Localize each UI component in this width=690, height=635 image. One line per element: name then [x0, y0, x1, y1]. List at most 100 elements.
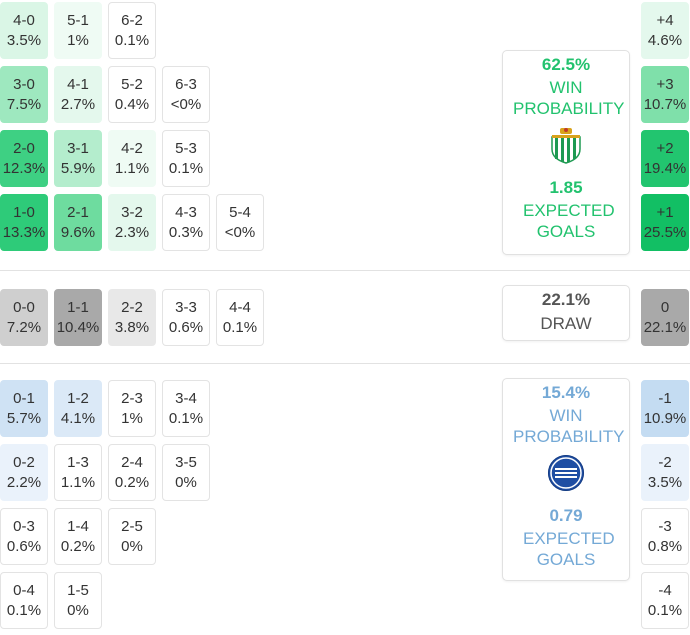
scoreline-cell: 4-3 0.3% [162, 194, 210, 251]
scoreline-label: 4-3 [175, 204, 197, 221]
scoreline-label: 1-4 [67, 518, 89, 535]
scoreline-label: 3-3 [175, 299, 197, 316]
scoreline-cell: 1-1 10.4% [54, 289, 102, 346]
scoreline-label: 2-1 [67, 204, 89, 221]
home-team-crest-icon [503, 125, 629, 170]
scoreline-cell: 5-1 1% [54, 2, 102, 59]
scoreline-probability: 4.1% [60, 410, 96, 427]
scoreline-probability: 1% [67, 32, 89, 49]
scoreline-cell: 3-0 7.5% [0, 66, 48, 123]
scoreline-label: 5-4 [229, 204, 251, 221]
margin-label: -3 [658, 518, 672, 535]
scoreline-label: 0-0 [13, 299, 35, 316]
home-win-card: 62.5% WIN PROBABILITY 1.85 EXPECTED GOAL… [502, 50, 630, 255]
scoreline-cell: 2-3 1% [108, 380, 156, 437]
scoreline-probability: 12.3% [2, 160, 46, 177]
scoreline-label: 3-4 [175, 390, 197, 407]
scoreline-probability: 2.3% [114, 224, 150, 241]
margin-cell: +1 25.5% [641, 194, 689, 251]
scoreline-label: 2-5 [121, 518, 143, 535]
scoreline-cell: 1-4 0.2% [54, 508, 102, 565]
scoreline-label: 4-1 [67, 76, 89, 93]
margin-cell: -3 0.8% [641, 508, 689, 565]
scoreline-probability: 2.2% [6, 474, 42, 491]
margin-probability: 0.8% [647, 538, 683, 555]
scoreline-label: 4-0 [13, 12, 35, 29]
scoreline-probability: 0.6% [6, 538, 42, 555]
scoreline-cell: 5-4 <0% [216, 194, 264, 251]
margin-cell: +4 4.6% [641, 2, 689, 59]
scoreline-cell: 2-0 12.3% [0, 130, 48, 187]
scoreline-probability: 5.9% [60, 160, 96, 177]
margin-probability: 25.5% [643, 224, 687, 241]
scoreline-cell: 1-3 1.1% [54, 444, 102, 501]
scoreline-label: 4-4 [229, 299, 251, 316]
scoreline-probability: 2.7% [60, 96, 96, 113]
home-expected-goals: 1.85 [549, 178, 583, 197]
scoreline-probability: 0.2% [114, 474, 150, 491]
draw-margin-cell: 0 22.1% [641, 289, 689, 346]
scoreline-label: 4-2 [121, 140, 143, 157]
scoreline-cell: 2-2 3.8% [108, 289, 156, 346]
scoreline-cell: 3-4 0.1% [162, 380, 210, 437]
scoreline-probability: 0% [67, 602, 89, 619]
separator-top [0, 270, 690, 271]
away-team-crest-icon [503, 453, 629, 498]
scoreline-probability: 1% [121, 410, 143, 427]
scoreline-label: 0-1 [13, 390, 35, 407]
scoreline-label: 5-1 [67, 12, 89, 29]
scoreline-label: 0-3 [13, 518, 35, 535]
scoreline-probability: 0.3% [168, 224, 204, 241]
scoreline-cell: 6-2 0.1% [108, 2, 156, 59]
scoreline-label: 3-2 [121, 204, 143, 221]
scoreline-cell: 3-2 2.3% [108, 194, 156, 251]
draw-label: DRAW [540, 314, 592, 333]
margin-label: 0 [660, 299, 670, 316]
scoreline-label: 1-5 [67, 582, 89, 599]
scoreline-probability: 3.5% [6, 32, 42, 49]
away-win-label: WIN PROBABILITY [513, 406, 625, 446]
scoreline-probability: 0% [121, 538, 143, 555]
scoreline-probability: 0.1% [168, 160, 204, 177]
margin-probability: 22.1% [643, 319, 687, 336]
draw-card: 22.1% DRAW [502, 285, 630, 341]
scoreline-label: 6-2 [121, 12, 143, 29]
scoreline-probability: 0.1% [222, 319, 258, 336]
margin-cell: -1 10.9% [641, 380, 689, 437]
away-win-probability: 15.4% [541, 383, 591, 402]
scoreline-probability: 7.2% [6, 319, 42, 336]
margin-cell: -2 3.5% [641, 444, 689, 501]
margin-cell: -4 0.1% [641, 572, 689, 629]
margin-probability: 10.7% [643, 96, 687, 113]
scoreline-probability: 0.1% [114, 32, 150, 49]
scoreline-probability: 0.1% [168, 410, 204, 427]
scoreline-probability: 5.7% [6, 410, 42, 427]
scoreline-label: 0-4 [13, 582, 35, 599]
margin-probability: 19.4% [643, 160, 687, 177]
scoreline-cell: 0-2 2.2% [0, 444, 48, 501]
margin-label: -1 [658, 390, 672, 407]
scoreline-label: 2-3 [121, 390, 143, 407]
scoreline-cell: 0-3 0.6% [0, 508, 48, 565]
draw-probability: 22.1% [541, 290, 591, 309]
scoreline-label: 1-2 [67, 390, 89, 407]
scoreline-probability: 1.1% [114, 160, 150, 177]
scoreline-probability: 0.2% [60, 538, 96, 555]
margin-probability: 3.5% [647, 474, 683, 491]
away-win-card: 15.4% WIN PROBABILITY 0.79 EXPECTED GOAL… [502, 378, 630, 581]
scoreline-cell: 4-2 1.1% [108, 130, 156, 187]
margin-label: +2 [656, 140, 674, 157]
scoreline-cell: 4-0 3.5% [0, 2, 48, 59]
scoreline-label: 3-1 [67, 140, 89, 157]
scoreline-cell: 0-1 5.7% [0, 380, 48, 437]
margin-probability: 10.9% [643, 410, 687, 427]
home-xg-label: EXPECTED GOALS [523, 201, 615, 241]
scoreline-probability: 0% [175, 474, 197, 491]
away-xg-label: EXPECTED GOALS [523, 529, 615, 569]
scoreline-label: 1-3 [67, 454, 89, 471]
scoreline-label: 6-3 [175, 76, 197, 93]
scoreline-label: 2-2 [121, 299, 143, 316]
scoreline-cell: 3-5 0% [162, 444, 210, 501]
scoreline-probability: 7.5% [6, 96, 42, 113]
margin-cell: +2 19.4% [641, 130, 689, 187]
